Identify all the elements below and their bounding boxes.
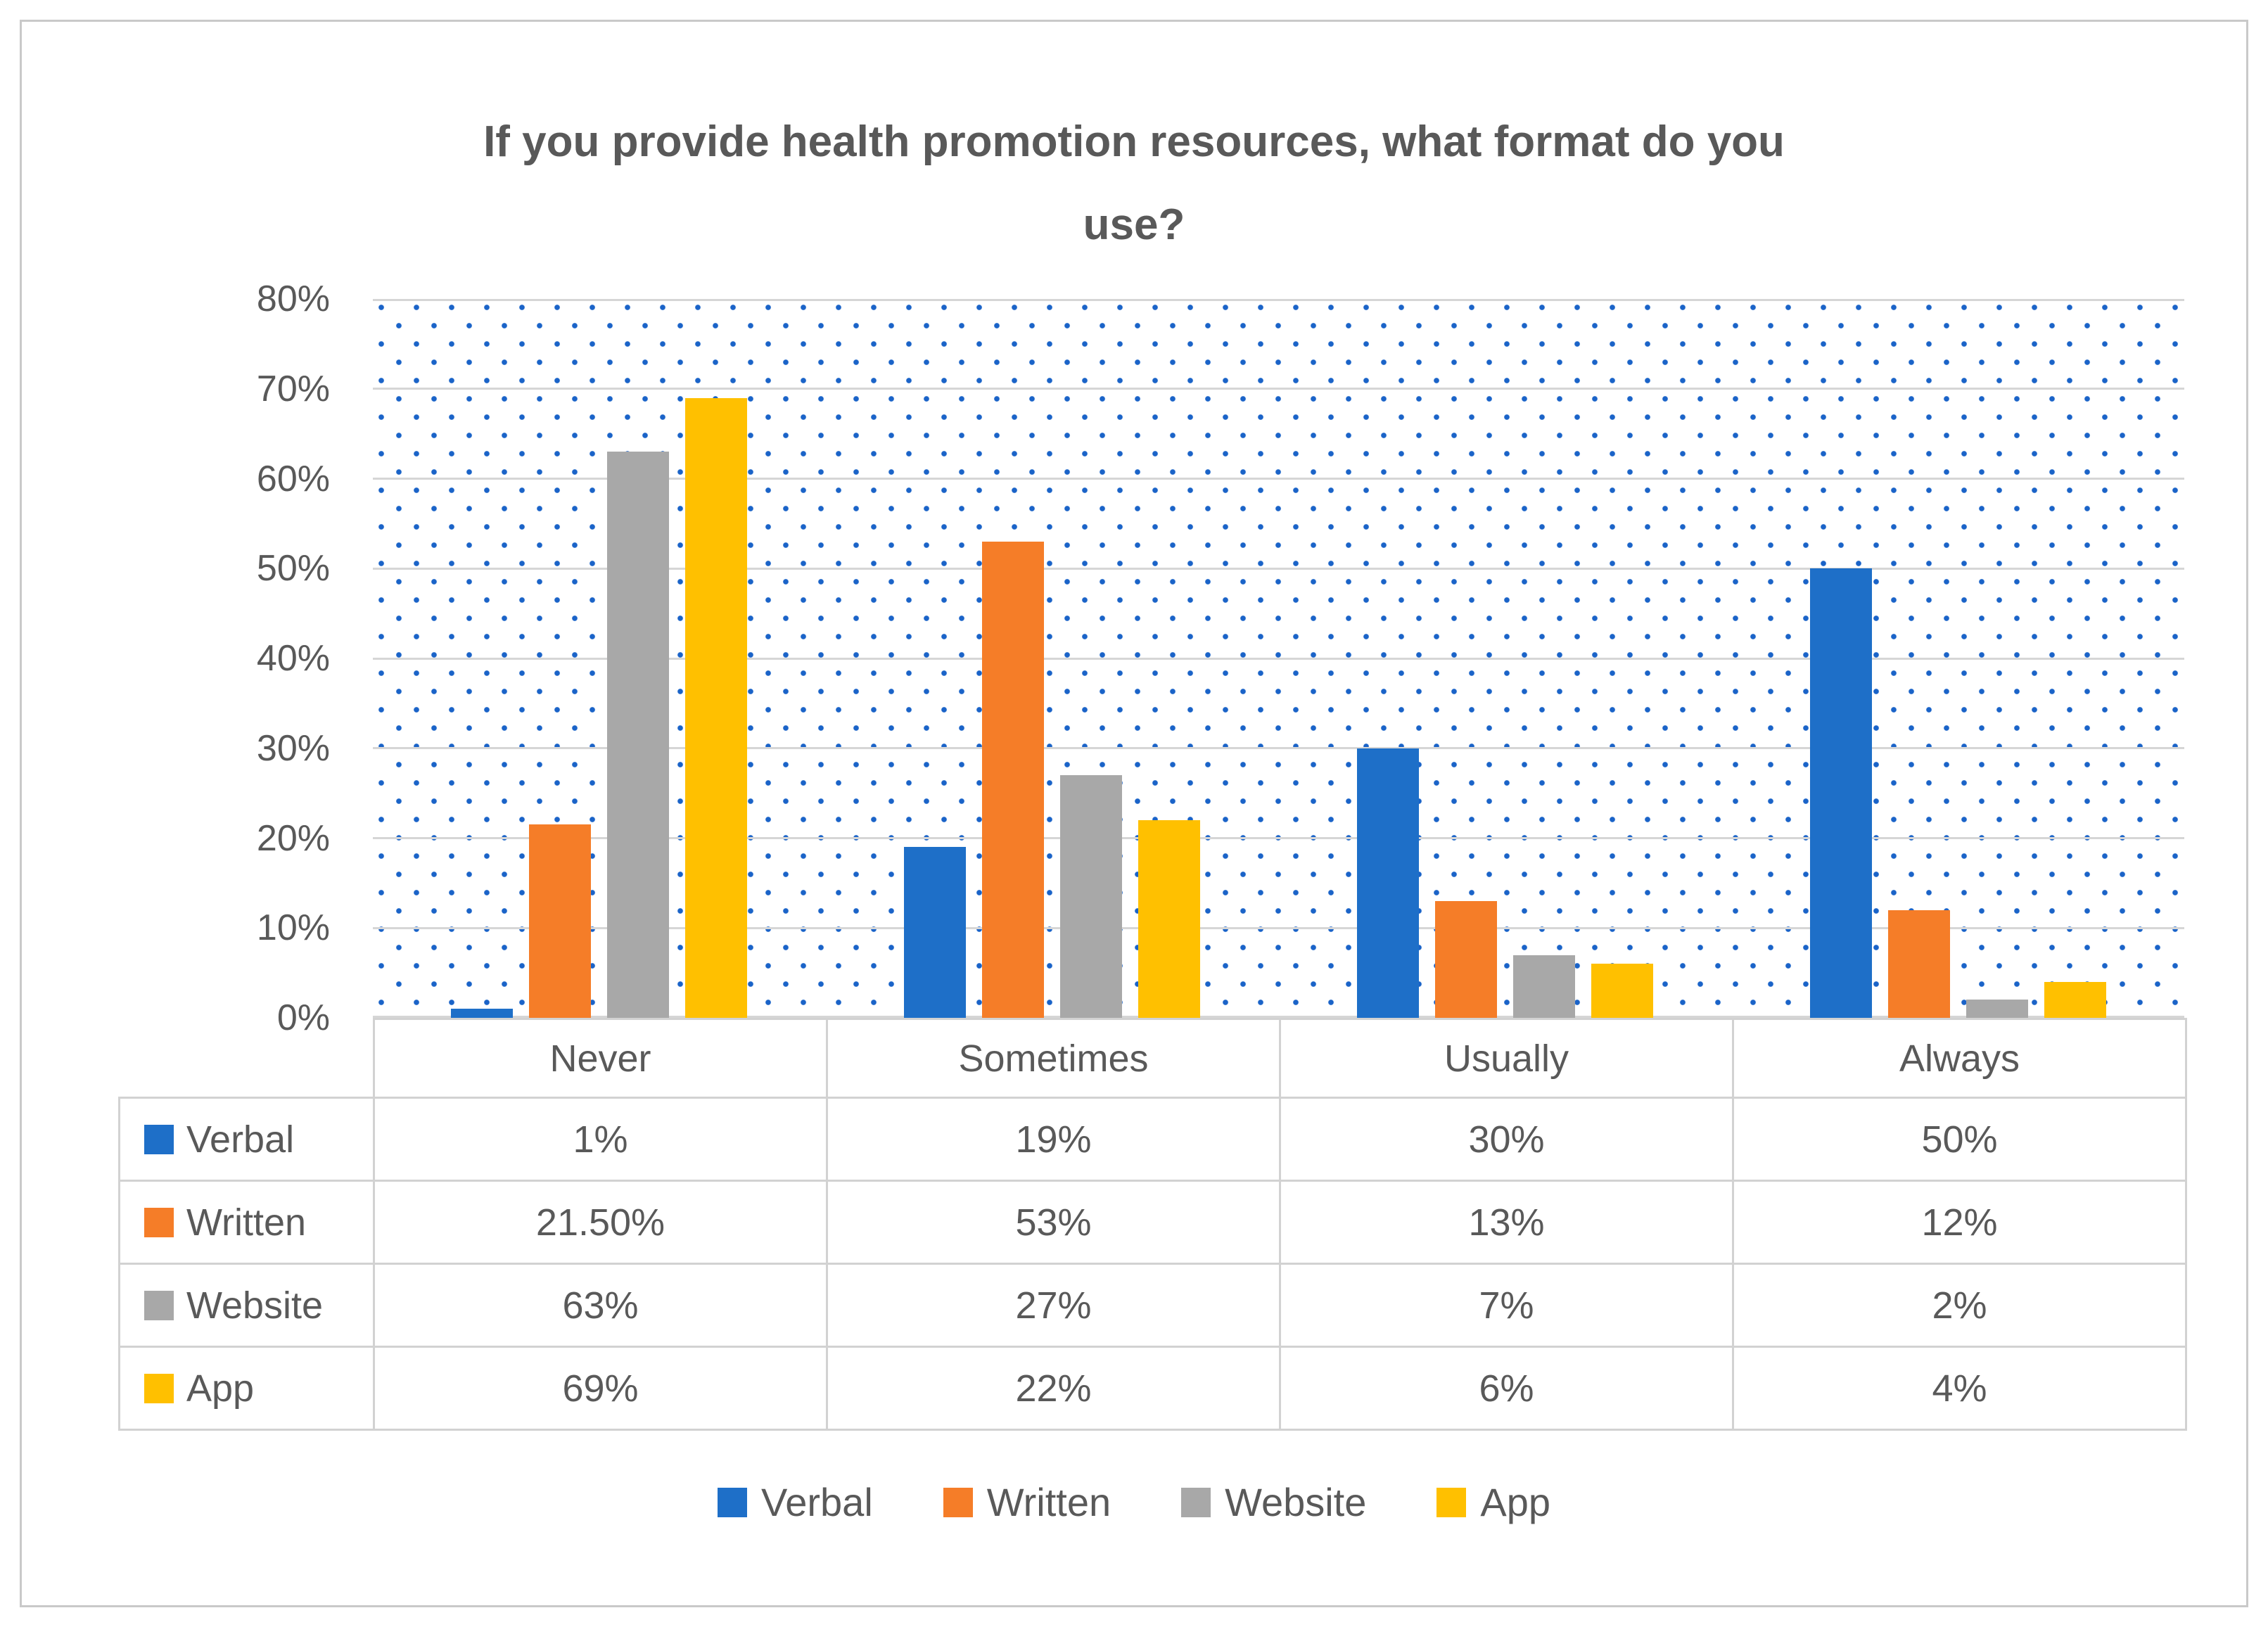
legend-swatch-icon — [717, 1487, 747, 1517]
table-row-written: Written 21.50% 53% 13% 12% — [118, 1180, 2187, 1265]
bar-group-sometimes — [826, 299, 1279, 1018]
bar-group-never — [373, 299, 826, 1018]
series-swatch-icon — [144, 1291, 174, 1321]
legend-label: Website — [1225, 1480, 1367, 1524]
gridline — [373, 926, 2184, 929]
bar-website-usually — [1512, 955, 1575, 1018]
gridline — [373, 299, 2184, 301]
bar-website-sometimes — [1060, 775, 1123, 1018]
bar-written-usually — [1434, 900, 1497, 1018]
legend-swatch-icon — [943, 1487, 973, 1517]
gridline — [373, 1016, 2184, 1018]
series-swatch-icon — [144, 1208, 174, 1238]
column-header-usually: Usually — [1279, 1018, 1734, 1099]
bar-verbal-sometimes — [904, 847, 967, 1018]
y-axis-tick-label: 30% — [256, 727, 330, 769]
series-label-written: Written — [118, 1180, 375, 1265]
table-value-cell: 7% — [1279, 1263, 1734, 1348]
series-label-app: App — [118, 1346, 375, 1431]
series-swatch-icon — [144, 1125, 174, 1155]
legend-label: Written — [986, 1480, 1111, 1524]
series-swatch-icon — [144, 1374, 174, 1404]
series-label-verbal: Verbal — [118, 1097, 375, 1182]
bar-app-never — [685, 397, 748, 1018]
table-value-cell: 27% — [826, 1263, 1281, 1348]
table-value-cell: 69% — [373, 1346, 828, 1431]
legend-item-website: Website — [1181, 1479, 1366, 1525]
table-value-cell: 6% — [1279, 1346, 1734, 1431]
table-value-cell: 63% — [373, 1263, 828, 1348]
table-value-cell: 12% — [1732, 1180, 2187, 1265]
series-label-website: Website — [118, 1263, 375, 1348]
bar-app-usually — [1591, 964, 1653, 1018]
legend-item-verbal: Verbal — [717, 1479, 873, 1525]
chart-title-line-1: If you provide health promotion resource… — [483, 117, 1785, 166]
gridline — [373, 567, 2184, 570]
y-axis-tick-label: 60% — [256, 458, 330, 499]
bar-written-always — [1887, 910, 1950, 1018]
table-value-cell: 50% — [1732, 1097, 2187, 1182]
table-value-cell: 2% — [1732, 1263, 2187, 1348]
y-axis-tick-label: 10% — [256, 907, 330, 949]
gridline — [373, 747, 2184, 750]
table-row-website: Website 63% 27% 7% 2% — [118, 1263, 2187, 1348]
bar-app-sometimes — [1138, 819, 1201, 1018]
chart-title: If you provide health promotion resource… — [22, 101, 2246, 267]
table-value-cell: 53% — [826, 1180, 1281, 1265]
bar-group-usually — [1279, 299, 1732, 1018]
bar-written-never — [529, 824, 592, 1018]
legend-item-app: App — [1436, 1479, 1550, 1525]
table-value-cell: 13% — [1279, 1180, 1734, 1265]
bar-written-sometimes — [982, 541, 1045, 1018]
table-value-cell: 1% — [373, 1097, 828, 1182]
legend-label: App — [1480, 1480, 1551, 1524]
y-axis-tick-label: 50% — [256, 548, 330, 589]
y-axis-tick-label: 40% — [256, 638, 330, 679]
data-table: Never Sometimes Usually Always Verbal 1% 19% 30… — [118, 1018, 2187, 1431]
chart-frame: If you provide health promotion resource… — [20, 20, 2248, 1607]
column-header-always: Always — [1732, 1018, 2187, 1099]
table-value-cell: 22% — [826, 1346, 1281, 1431]
table-value-cell: 19% — [826, 1097, 1281, 1182]
bar-verbal-always — [1809, 568, 1872, 1018]
bar-website-always — [1966, 1000, 2028, 1018]
bar-website-never — [607, 452, 670, 1018]
legend: Verbal Written Website App — [22, 1479, 2246, 1525]
chart-title-line-2: use? — [1083, 200, 1185, 249]
legend-swatch-icon — [1181, 1487, 1211, 1517]
y-axis-tick-label: 80% — [256, 279, 330, 319]
legend-swatch-icon — [1436, 1487, 1467, 1517]
table-value-cell: 30% — [1279, 1097, 1734, 1182]
gridline — [373, 657, 2184, 660]
gridline — [373, 388, 2184, 390]
table-row-app: App 69% 22% 6% 4% — [118, 1346, 2187, 1431]
table-header-row: Never Sometimes Usually Always — [120, 1018, 2187, 1099]
gridline — [373, 837, 2184, 839]
bar-verbal-never — [451, 1009, 514, 1018]
y-axis-tick-label: 20% — [256, 817, 330, 859]
y-axis-tick-label: 0% — [276, 997, 330, 1038]
bar-app-always — [2044, 981, 2106, 1018]
table-corner-cell — [120, 1019, 374, 1098]
gridline — [373, 478, 2184, 480]
y-axis-tick-label: 70% — [256, 368, 330, 409]
column-header-sometimes: Sometimes — [826, 1018, 1281, 1099]
plot-area — [373, 299, 2184, 1018]
bar-group-always — [1731, 299, 2184, 1018]
column-header-never: Never — [373, 1018, 828, 1099]
table-row-verbal: Verbal 1% 19% 30% 50% — [118, 1097, 2187, 1182]
legend-item-written: Written — [943, 1479, 1111, 1525]
legend-label: Verbal — [760, 1480, 873, 1524]
bar-verbal-usually — [1356, 748, 1419, 1018]
table-value-cell: 4% — [1732, 1346, 2187, 1431]
table-value-cell: 21.50% — [373, 1180, 828, 1265]
